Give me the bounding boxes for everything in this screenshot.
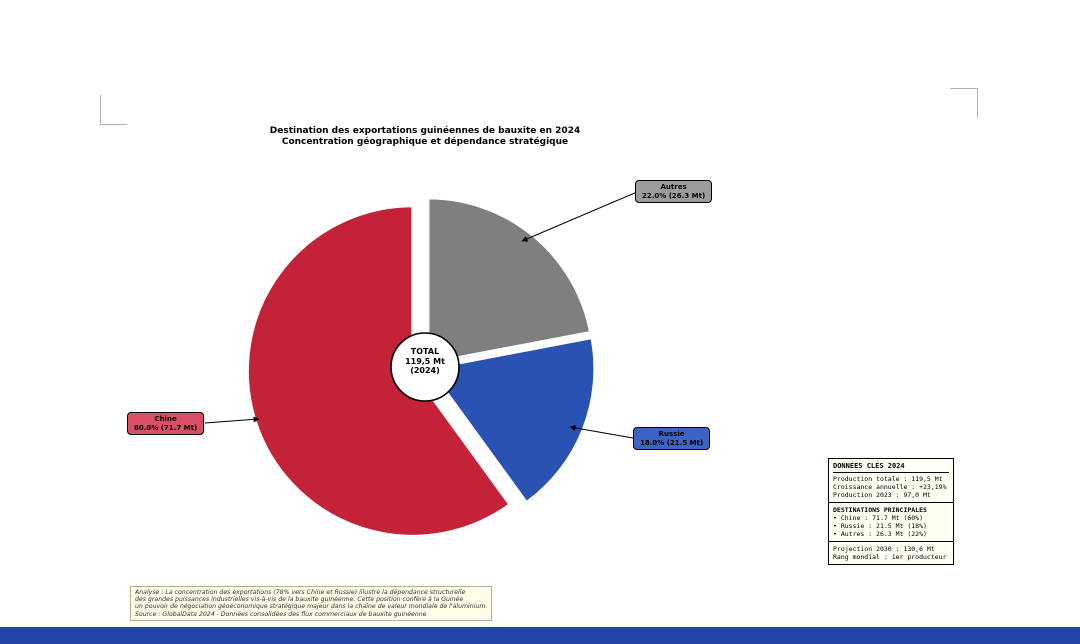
leader-line-autres bbox=[521, 191, 638, 242]
center-total-value: 119,5 Mt bbox=[405, 356, 445, 366]
callout-autres-label: Autres bbox=[660, 183, 687, 191]
key-data-title: DONNÉES CLÉS 2024 bbox=[833, 462, 949, 473]
crop-mark-top-left bbox=[100, 95, 127, 125]
separator bbox=[829, 502, 953, 503]
chart-title-line1: Destination des exportations guinéennes … bbox=[269, 126, 581, 136]
key-data-box: DONNÉES CLÉS 2024 Production totale : 11… bbox=[828, 458, 954, 565]
footer-bar bbox=[0, 627, 1080, 644]
separator bbox=[829, 541, 953, 542]
callout-chine-label: Chine bbox=[154, 415, 177, 423]
callout-chine-value: 60.0% (71.7 Mt) bbox=[134, 423, 198, 432]
donut-hole bbox=[390, 332, 460, 402]
crop-mark-top-right bbox=[950, 88, 978, 118]
analysis-line: Analyse : La concentration des exportati… bbox=[135, 589, 466, 596]
leader-line-russie bbox=[569, 424, 634, 439]
analysis-line: Source : GlobalData 2024 - Données conso… bbox=[135, 610, 427, 618]
destination-item: • Russie : 21.5 Mt (18%) bbox=[833, 522, 927, 530]
callout-russie-value: 18.0% (21.5 Mt) bbox=[640, 438, 704, 447]
destination-item: • Chine : 71.7 Mt (60%) bbox=[833, 514, 924, 522]
callout-autres: Autres 22.0% (26.3 Mt) bbox=[635, 180, 713, 203]
center-total-year: (2024) bbox=[410, 366, 440, 375]
chart-title: Destination des exportations guinéennes … bbox=[115, 126, 735, 148]
key-data-stat: Production 2023 : 97,0 Mt bbox=[833, 491, 931, 499]
leader-line-chine bbox=[204, 416, 260, 424]
pie-slice-autres bbox=[426, 196, 592, 365]
destination-item: • Autres : 26.3 Mt (22%) bbox=[833, 530, 927, 538]
callout-russie: Russie 18.0% (21.5 Mt) bbox=[633, 427, 711, 450]
callout-chine: Chine 60.0% (71.7 Mt) bbox=[127, 412, 205, 435]
callout-autres-value: 22.0% (26.3 Mt) bbox=[642, 191, 706, 200]
destinations-title: DESTINATIONS PRINCIPALES bbox=[833, 506, 927, 514]
analysis-line: des grandes puissances industrielles vis… bbox=[135, 596, 464, 604]
key-data-stat: Croissance annuelle : +23,19% bbox=[833, 483, 947, 491]
key-data-stat: Production totale : 119,5 Mt bbox=[833, 475, 943, 483]
analysis-note: Analyse : La concentration des exportati… bbox=[130, 586, 492, 621]
analysis-line: un pouvoir de négociation géoéconomique … bbox=[135, 603, 487, 611]
pie-center-label: TOTAL 119,5 Mt (2024) bbox=[383, 347, 467, 376]
chart-title-line2: Concentration géographique et dépendance… bbox=[281, 137, 569, 147]
callout-russie-label: Russie bbox=[658, 430, 685, 438]
center-total-label: TOTAL bbox=[410, 347, 440, 356]
rank-line: Rang mondial : 1er producteur bbox=[833, 553, 947, 561]
projection-line: Projection 2030 : 130,6 Mt bbox=[833, 545, 935, 553]
